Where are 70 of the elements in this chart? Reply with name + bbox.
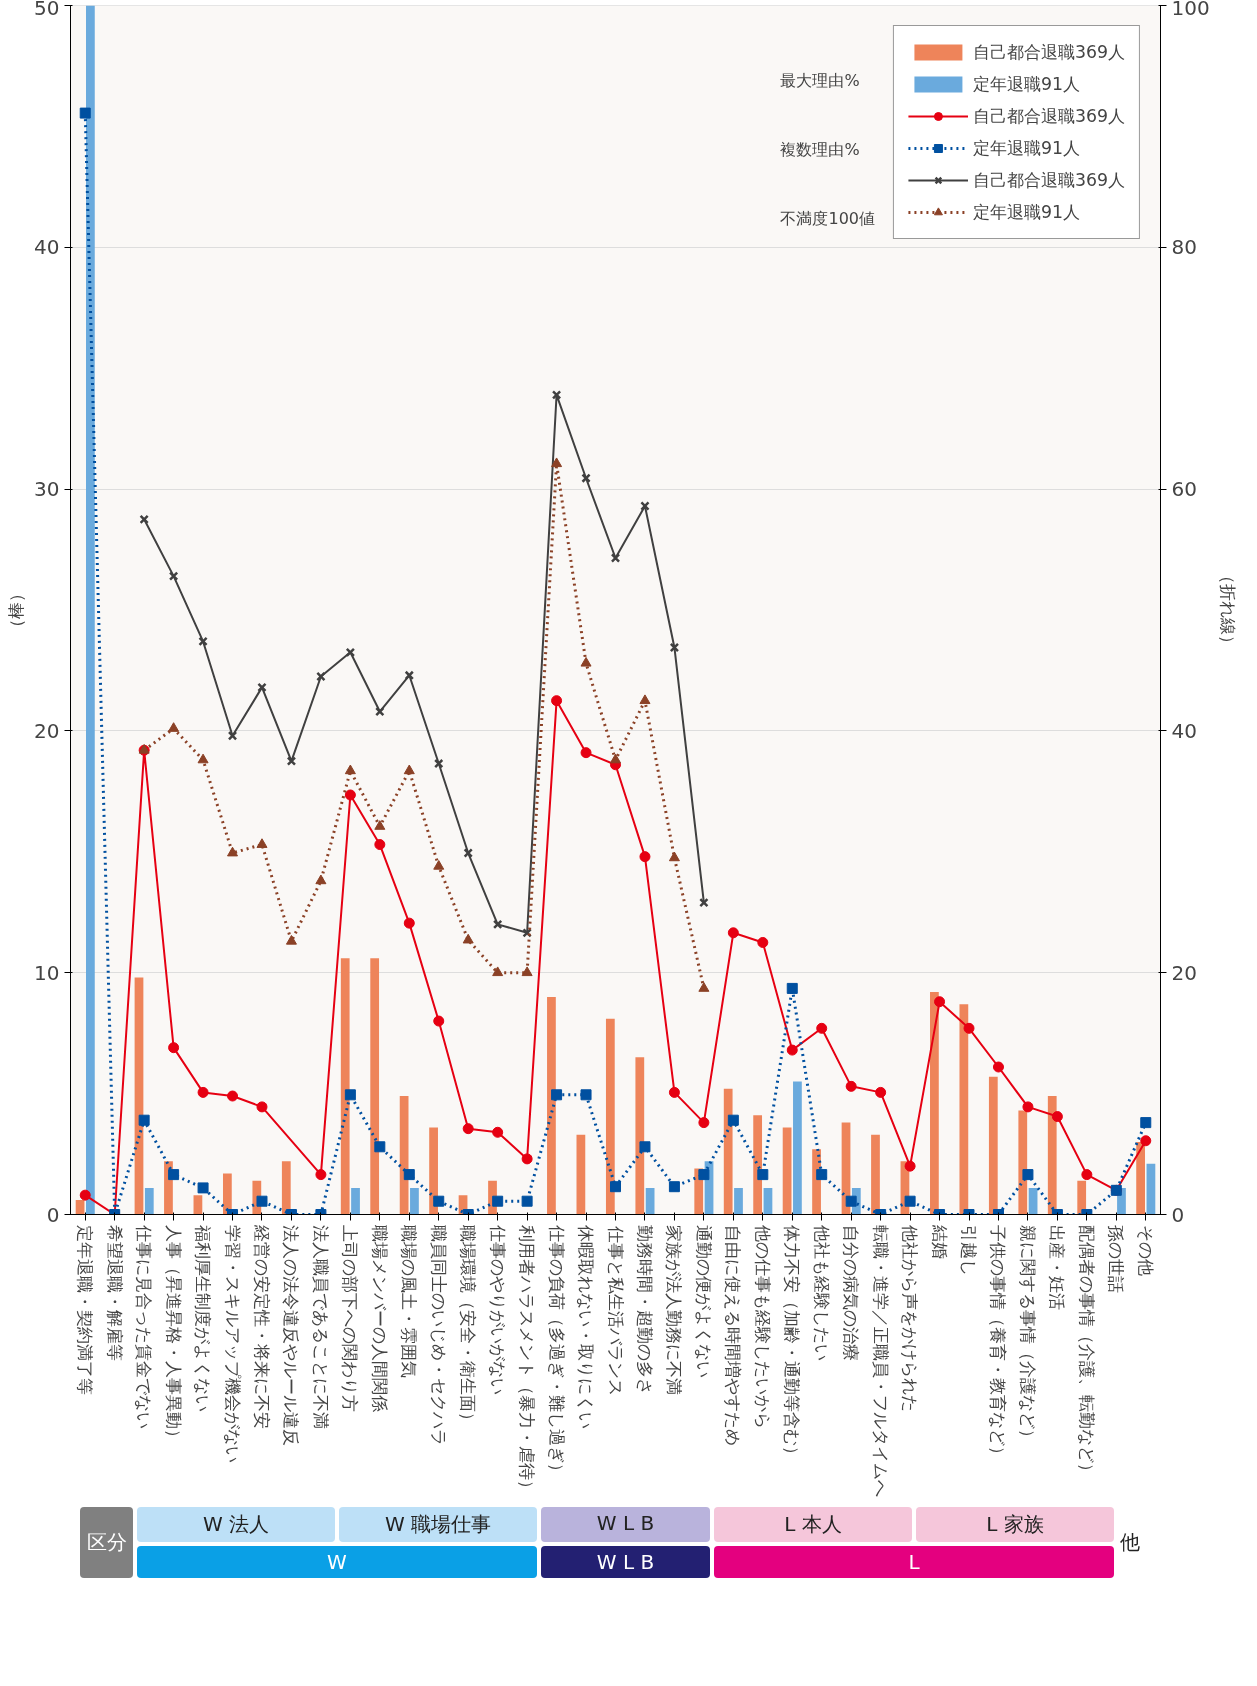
x-tick-label: 親に関する事情（介護など） (1017, 1225, 1038, 1447)
x-tick-label: 定年退職・契約満了等 (75, 1225, 96, 1396)
x-tick-label: 体力不安（加齢・通勤等含む） (782, 1225, 803, 1464)
legend-label: 定年退職91人 (972, 201, 1080, 224)
x-tick-label: 出産・妊活 (1047, 1225, 1068, 1311)
x-tick-label: 法人職員であることに不満 (310, 1225, 331, 1430)
x-tick-label: 勤務時間・超勤の多さ (634, 1225, 655, 1396)
x-tick-label: 学習・スキルアップ機会がない (222, 1225, 243, 1464)
y-tick-label: 20 (34, 718, 60, 743)
x-tick-label: 利用者ハラスメント（暴力・虐待） (517, 1225, 538, 1498)
x-tick-label: 子供の事情（養育・教育など） (988, 1225, 1009, 1464)
y2-tick-label: 20 (1171, 960, 1197, 985)
text: 他 (1118, 1507, 1142, 1578)
y-tick-label: 30 (34, 477, 60, 502)
text: L 家族 (916, 1507, 1114, 1542)
x-tick-label: 配偶者の事情（介護、転勤など） (1076, 1225, 1097, 1481)
x-tick-label: 希望退職・解雇等 (104, 1225, 125, 1362)
x-tick-label: 福利厚生制度がよくない (193, 1225, 214, 1413)
text: W 職場仕事 (339, 1507, 537, 1542)
x-tick-label: 結婚 (929, 1224, 950, 1260)
x-tick-label: 通勤の便がよくない (693, 1225, 714, 1379)
x-tick-label: 仕事と私生活バランス (605, 1224, 626, 1396)
annotation: 不満度100値 (780, 208, 876, 228)
x-tick-label: 仕事の負荷（多過ぎ・難し過ぎ） (546, 1224, 567, 1481)
x-tick-label: 法人の法令違反やルール違反 (281, 1225, 302, 1447)
y2-tick-label: 40 (1171, 718, 1197, 743)
x-tick-label: 転職・進学／正職員・フルタイムへ (870, 1225, 891, 1498)
annotation: 最大理由% (780, 70, 860, 90)
x-tick-label: 職場メンバーの人間関係 (369, 1225, 390, 1413)
x-tick-label: 上司の部下への関わり方 (340, 1225, 361, 1413)
x-tick-label: 職員同士のいじめ・セクハラ (428, 1225, 449, 1447)
legend-label: 定年退職91人 (972, 73, 1080, 96)
x-tick-label: その他 (1135, 1225, 1156, 1277)
x-tick-label: 仕事のやりがいがない (487, 1224, 508, 1396)
x-tick-label: 休暇取れない・取りにくい (576, 1225, 597, 1430)
x-tick-label: 孫の世話 (1106, 1225, 1127, 1294)
text: L 本人 (714, 1507, 912, 1542)
legend-label: 自己都合退職369人 (972, 41, 1125, 64)
x-tick-label: 他の仕事も経験したいから (752, 1225, 773, 1430)
y-axis-title: （棒） (6, 584, 27, 636)
x-tick-label: 自由に使える時間増やすため (723, 1225, 744, 1447)
y-tick-label: 0 (46, 1202, 60, 1227)
legend-label: 自己都合退職369人 (972, 105, 1125, 128)
x-tick-label: 職場の風土・雰囲気 (399, 1225, 420, 1379)
text: W 法人 (137, 1507, 335, 1542)
x-tick-label: 引越し (959, 1225, 980, 1277)
annotation: 複数理由% (780, 139, 860, 159)
x-tick-label: 人事（昇進昇格・人事異動） (163, 1225, 184, 1447)
y2-tick-label: 80 (1171, 235, 1197, 260)
y-tick-label: 40 (34, 235, 60, 260)
x-tick-label: 家族が法人勤務に不満 (664, 1225, 685, 1396)
x-tick-label: 仕事に見合った賃金でない (134, 1224, 155, 1430)
y2-axis-title: （折れ線） (1217, 567, 1238, 653)
y2-tick-label: 100 (1171, 0, 1210, 20)
x-tick-label: 自分の病気の治療 (841, 1225, 862, 1362)
text: L (714, 1546, 1114, 1578)
y-tick-label: 10 (34, 960, 60, 985)
text: 区分 (80, 1507, 133, 1578)
text: W (137, 1546, 537, 1578)
y2-tick-label: 0 (1171, 1202, 1185, 1227)
x-tick-label: 他社から声をかけられた (900, 1225, 921, 1413)
x-tick-label: 職場環境（安全・衛生面） (458, 1225, 479, 1430)
text: W L B (541, 1546, 710, 1578)
y2-tick-label: 60 (1171, 477, 1197, 502)
x-tick-label: 他社も経験したい (811, 1225, 832, 1362)
x-tick-label: 経営の安定性・将来に不安 (251, 1224, 272, 1430)
legend-label: 定年退職91人 (972, 137, 1080, 160)
text: W L B (541, 1507, 710, 1542)
y-tick-label: 50 (34, 0, 60, 20)
legend-label: 自己都合退職369人 (972, 169, 1125, 192)
